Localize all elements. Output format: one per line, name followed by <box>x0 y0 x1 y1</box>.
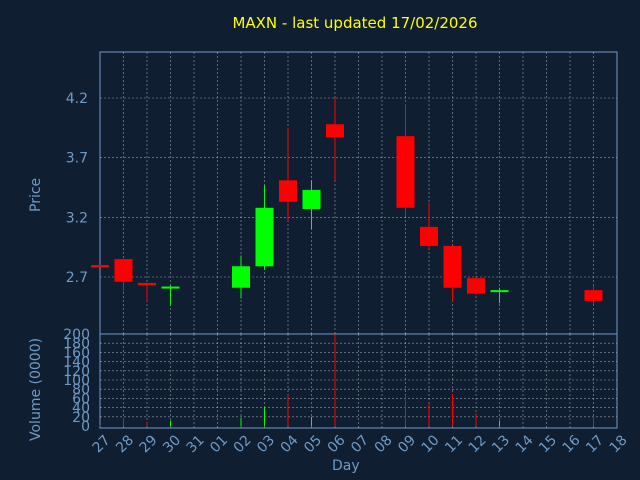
day-tick-label: 12 <box>466 432 490 456</box>
day-tick-label: 31 <box>184 432 208 456</box>
candle-body <box>420 226 438 246</box>
volume-panel-frame <box>99 333 618 429</box>
candle-body <box>232 266 250 288</box>
day-axis-label: Day <box>332 458 360 474</box>
chart-title: MAXN - last updated 17/02/2026 <box>232 14 478 32</box>
candle-body <box>396 136 415 208</box>
day-tick-label: 07 <box>348 432 372 456</box>
candle-body <box>138 282 156 286</box>
volume-tick-label: 40 <box>72 401 90 417</box>
volume-tick-label: 140 <box>63 355 90 371</box>
candle-body <box>91 265 109 268</box>
day-tick-label: 06 <box>325 432 349 456</box>
day-tick-label: 13 <box>489 432 513 456</box>
day-tick-label: 05 <box>301 432 325 456</box>
price-tick-label: 3.2 <box>66 210 88 226</box>
day-tick-label: 01 <box>207 432 231 456</box>
day-tick-label: 29 <box>137 432 161 456</box>
candle-body <box>467 278 485 294</box>
day-tick-label: 17 <box>583 432 607 456</box>
candle-body <box>279 180 297 202</box>
candle-body <box>326 124 344 138</box>
volume-tick-label: 20 <box>72 410 90 426</box>
candle-body <box>584 290 603 301</box>
price-tick-label: 4.2 <box>66 91 88 107</box>
volume-tick-label: 200 <box>63 327 90 343</box>
candle-body <box>490 290 509 293</box>
candle-body <box>161 286 180 289</box>
day-tick-label: 11 <box>442 432 466 456</box>
day-tick-label: 28 <box>113 432 137 456</box>
day-tick-label: 16 <box>560 432 584 456</box>
price-tick-label: 2.7 <box>66 270 88 286</box>
day-tick-label: 03 <box>254 432 278 456</box>
volume-tick-label: 180 <box>63 336 90 352</box>
volume-tick-label: 100 <box>63 373 90 389</box>
price-tick-label: 3.7 <box>66 151 88 167</box>
day-tick-label: 10 <box>419 432 443 456</box>
day-tick-label: 04 <box>278 432 302 456</box>
volume-tick-label: 0 <box>81 419 90 435</box>
candle-body <box>443 245 462 288</box>
volume-tick-label: 80 <box>72 382 90 398</box>
day-tick-label: 08 <box>372 432 396 456</box>
candle-body <box>302 189 321 209</box>
candle-body <box>114 259 133 282</box>
day-tick-label: 14 <box>513 432 537 456</box>
day-tick-label: 02 <box>231 432 255 456</box>
candle-body <box>255 207 274 267</box>
volume-tick-label: 120 <box>63 364 90 380</box>
volume-tick-label: 60 <box>72 391 90 407</box>
day-tick-label: 15 <box>536 432 560 456</box>
volume-tick-label: 160 <box>63 345 90 361</box>
day-tick-label: 09 <box>395 432 419 456</box>
day-tick-label: 27 <box>90 432 114 456</box>
day-tick-label: 30 <box>160 432 184 456</box>
day-tick-label: 18 <box>607 432 631 456</box>
